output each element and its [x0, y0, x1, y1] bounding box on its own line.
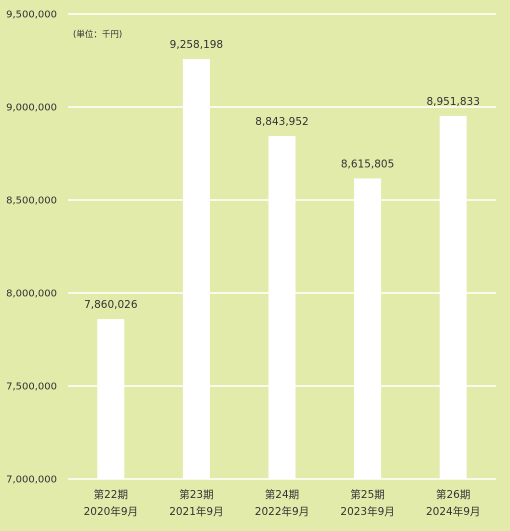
y-tick-label: 8,000,000 — [6, 289, 57, 300]
y-tick-label: 9,500,000 — [6, 10, 57, 21]
data-label: 9,258,198 — [170, 39, 223, 51]
bar — [183, 59, 210, 479]
bar — [97, 319, 124, 479]
x-axis-categories: 第22期 2020年9月 第23期 2021年9月 第24期 2022年9月 第25期 202… — [84, 488, 481, 518]
x-tick-label-period: 第22期 — [94, 488, 128, 501]
unit-note: (単位：千円) — [73, 29, 122, 40]
x-tick-label-date: 2021年9月 — [169, 505, 223, 518]
x-tick-label-period: 第25期 — [350, 488, 384, 501]
data-label: 8,615,805 — [341, 158, 394, 170]
data-label: 8,843,952 — [255, 116, 308, 128]
bar — [440, 116, 467, 479]
x-tick-label-period: 第26期 — [436, 488, 470, 501]
y-tick-label: 8,500,000 — [6, 196, 57, 207]
bar — [354, 178, 381, 479]
x-tick-label-period: 第23期 — [179, 488, 213, 501]
bar — [269, 136, 296, 479]
x-tick-label-date: 2020年9月 — [84, 505, 138, 518]
y-tick-label: 9,000,000 — [6, 103, 57, 114]
x-tick-label-date: 2024年9月 — [426, 505, 480, 518]
y-tick-label: 7,500,000 — [6, 382, 57, 393]
x-tick-label-period: 第24期 — [265, 488, 299, 501]
data-label: 8,951,833 — [426, 96, 479, 108]
x-tick-label-date: 2023年9月 — [340, 505, 394, 518]
y-tick-label: 7,000,000 — [6, 475, 57, 486]
x-tick-label-date: 2022年9月 — [255, 505, 309, 518]
data-label: 7,860,026 — [84, 299, 138, 311]
y-axis-ticks: 7,000,000 7,500,000 8,000,000 8,500,000 9,00… — [6, 10, 57, 486]
